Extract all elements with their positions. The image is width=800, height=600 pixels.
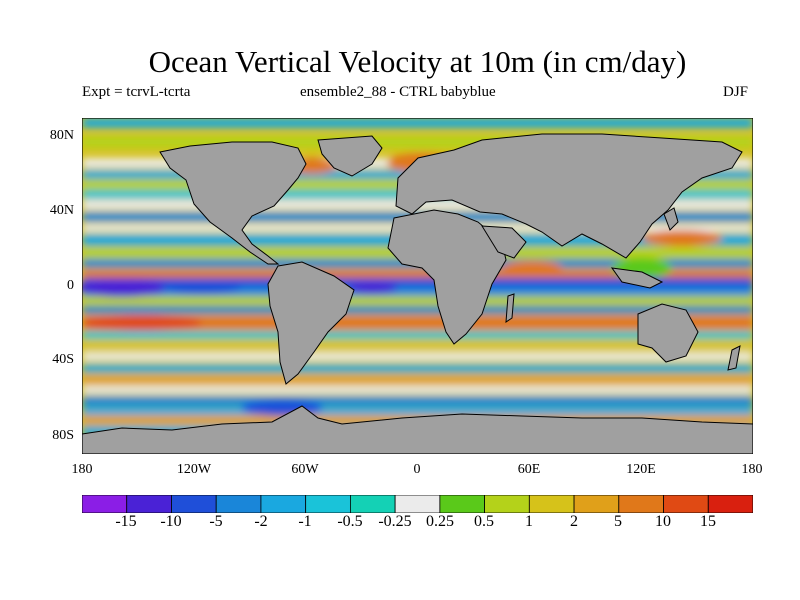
colorbar-swatch <box>573 495 620 513</box>
colorbar-swatch <box>260 495 307 513</box>
colorbar-label: -15 <box>115 513 137 530</box>
colorbar <box>82 495 753 513</box>
x-tick-label: 120E <box>626 462 656 477</box>
colorbar-swatch <box>215 495 262 513</box>
landmass-new-zealand <box>727 345 741 371</box>
chart-title: Ocean Vertical Velocity at 10m (in cm/da… <box>148 44 687 79</box>
colorbar-label: 0.25 <box>426 513 454 530</box>
y-tick-label: 80S <box>52 428 74 443</box>
y-tick-label: 40N <box>49 203 74 218</box>
y-tick-label: 40S <box>52 352 74 367</box>
colorbar-swatch <box>349 495 396 513</box>
world-map-panel <box>82 118 753 454</box>
landmass-eurasia <box>395 133 743 259</box>
colorbar-swatch <box>618 495 664 513</box>
colorbar-label: 10 <box>655 513 671 530</box>
colorbar-swatch <box>707 495 753 513</box>
colorbar-swatch <box>305 495 351 513</box>
colorbar-label: 5 <box>614 513 622 530</box>
x-tick-label: 120W <box>176 462 212 477</box>
landmass-south-america <box>267 261 355 385</box>
x-tick-label: 180 <box>71 462 93 477</box>
landmass-arabia <box>481 225 527 259</box>
land-masses <box>82 133 753 454</box>
ensemble-label: ensemble2_88 - CTRL babyblue <box>300 84 496 100</box>
colorbar-swatch <box>82 495 128 513</box>
colorbar-swatch <box>528 495 575 513</box>
landmass-japan <box>663 207 679 231</box>
colorbar-swatch <box>171 495 217 513</box>
landmass-greenland <box>317 135 383 177</box>
experiment-label: Expt = tcrvL-tcrta <box>82 84 191 100</box>
colorbar-label: 15 <box>700 513 716 530</box>
landmass-madagascar <box>505 293 515 323</box>
colorbar-label: -0.5 <box>337 513 363 530</box>
landmass-north-america <box>159 141 307 265</box>
colorbar-label: -5 <box>209 513 223 530</box>
y-tick-label: 0 <box>67 278 74 293</box>
colorbar-label: 0.5 <box>474 513 494 530</box>
landmass-africa <box>387 209 507 345</box>
x-tick-label: 0 <box>413 462 421 477</box>
colorbar-label: -2 <box>254 513 268 530</box>
colorbar-label: -0.25 <box>378 513 412 530</box>
x-tick-label: 60W <box>291 462 319 477</box>
colorbar-label: -10 <box>160 513 182 530</box>
colorbar-swatch <box>394 495 441 513</box>
y-tick-label: 80N <box>49 128 74 143</box>
colorbar-swatch <box>126 495 172 513</box>
colorbar-label: 2 <box>570 513 578 530</box>
colorbar-swatch <box>439 495 485 513</box>
colorbar-swatch <box>663 495 709 513</box>
landmass-australia <box>637 303 699 363</box>
colorbar-label: 1 <box>525 513 533 530</box>
colorbar-label: -1 <box>298 513 312 530</box>
x-tick-label: 180 <box>741 462 763 477</box>
colorbar-swatch <box>484 495 530 513</box>
landmass-indonesia <box>610 267 664 289</box>
landmass-antarctica <box>82 405 753 454</box>
season-label: DJF <box>723 84 749 100</box>
x-tick-label: 60E <box>517 462 541 477</box>
